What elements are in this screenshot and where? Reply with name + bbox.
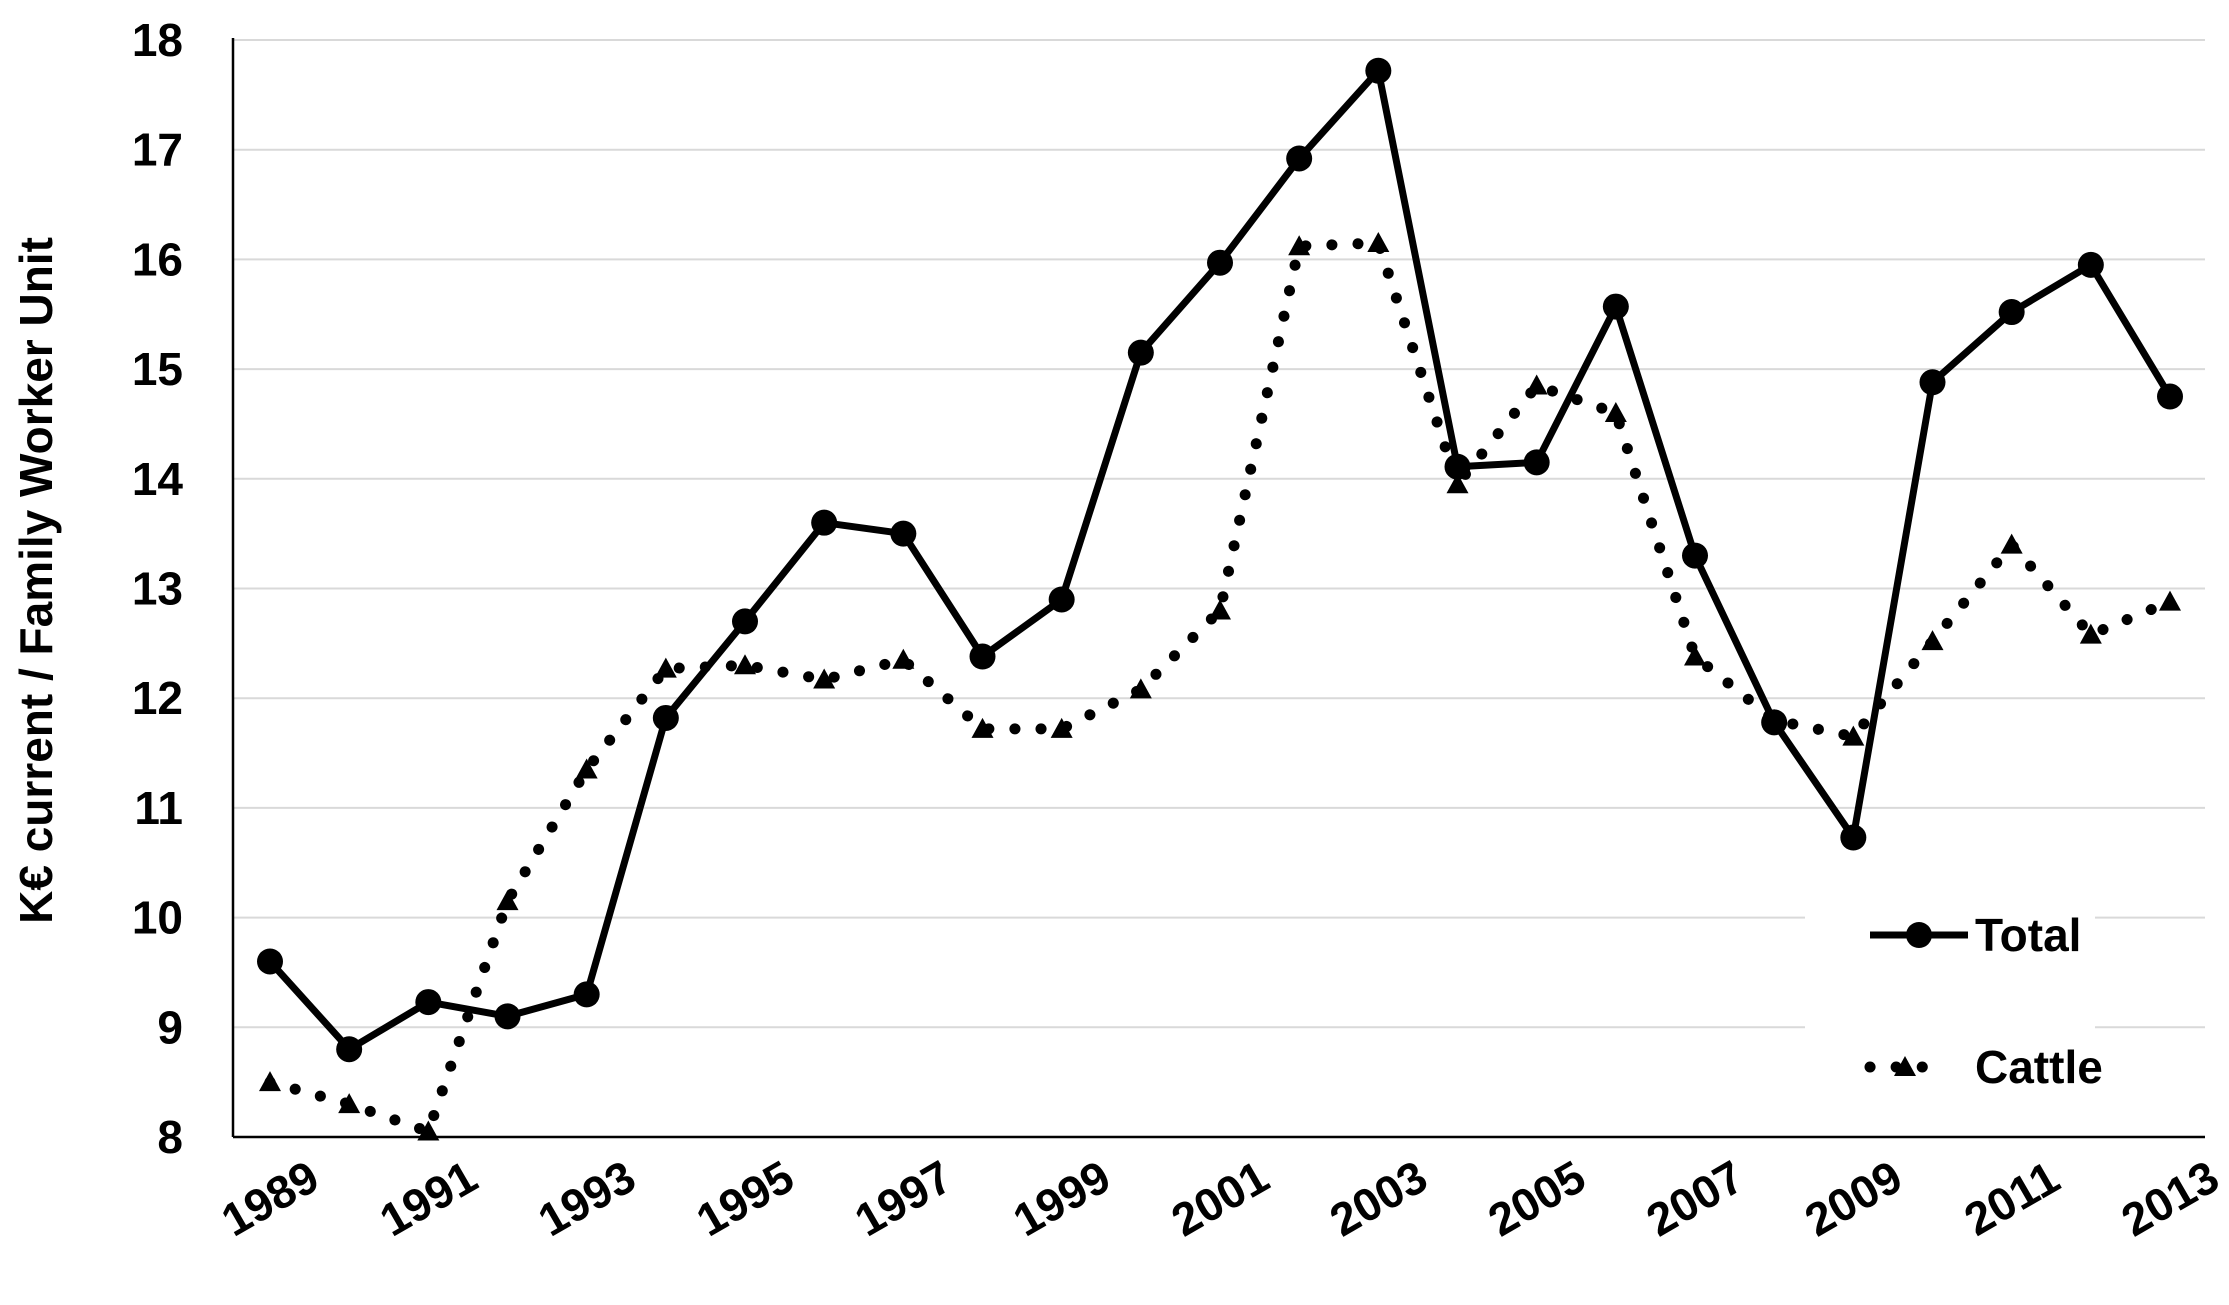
point-cattle-1992 [496, 890, 519, 911]
y-tick-label-8: 8 [157, 1111, 183, 1163]
point-cattle-2011 [2000, 533, 2023, 554]
y-tick-label-14: 14 [132, 453, 184, 505]
point-cattle-2000 [1129, 678, 1152, 699]
x-tick-label-1997: 1997 [846, 1150, 961, 1246]
x-tick-label-1993: 1993 [529, 1150, 644, 1246]
point-cattle-1989 [259, 1071, 281, 1092]
y-tick-label-15: 15 [132, 343, 183, 395]
point-total-2006 [1602, 293, 1629, 320]
point-total-1990 [336, 1036, 363, 1063]
legend-marker-cattle [1894, 1056, 1916, 1076]
point-cattle-2002 [1288, 235, 1311, 256]
legend: Total Cattle [1805, 885, 2103, 1100]
point-cattle-2009 [1842, 725, 1865, 746]
point-total-2013 [2157, 383, 2183, 410]
point-cattle-2003 [1367, 231, 1390, 252]
y-tick-label-11: 11 [134, 782, 183, 834]
point-total-1993 [573, 981, 600, 1008]
point-cattle-1996 [813, 668, 836, 689]
point-total-2001 [1207, 249, 1233, 276]
point-cattle-1993 [575, 758, 598, 779]
legend-marker-total [1906, 922, 1932, 948]
y-tick-label-16: 16 [132, 233, 183, 285]
point-cattle-2007 [1684, 645, 1706, 666]
point-total-2003 [1365, 57, 1392, 84]
point-cattle-2005 [1525, 374, 1548, 395]
legend-label-cattle: Cattle [1975, 1041, 2103, 1093]
point-cattle-1990 [338, 1093, 361, 1114]
point-total-2011 [1998, 299, 2025, 326]
point-cattle-1998 [971, 717, 994, 738]
point-cattle-1995 [734, 654, 756, 675]
x-tick-label-1995: 1995 [688, 1150, 803, 1246]
y-tick-label-13: 13 [132, 563, 183, 615]
y-tick-labels: 8 9 10 11 12 13 14 15 16 17 18 [132, 14, 184, 1163]
point-cattle-2008 [1763, 709, 1786, 730]
y-tick-label-17: 17 [132, 124, 183, 176]
x-tick-label-1999: 1999 [1004, 1150, 1119, 1246]
y-axis-title: K€ current / Family Worker Unit [10, 237, 62, 924]
point-total-2010 [1919, 369, 1946, 396]
point-total-1991 [415, 989, 442, 1016]
point-total-1998 [969, 643, 996, 670]
x-tick-label-2013: 2013 [2113, 1150, 2228, 1246]
point-cattle-2010 [1921, 630, 1944, 651]
x-tick-label-1991: 1991 [371, 1150, 486, 1246]
point-total-2012 [2077, 251, 2104, 278]
point-cattle-1994 [654, 657, 677, 678]
point-total-2000 [1127, 339, 1154, 366]
y-tick-label-12: 12 [132, 672, 183, 724]
legend-label-total: Total [1975, 909, 2081, 961]
point-cattle-2001 [1209, 599, 1231, 620]
point-cattle-1997 [892, 648, 915, 669]
point-total-1999 [1048, 586, 1075, 613]
axes [231, 38, 2205, 1139]
x-tick-label-2001: 2001 [1163, 1150, 1278, 1246]
x-tick-label-2009: 2009 [1796, 1150, 1911, 1246]
point-total-1997 [890, 520, 917, 547]
point-total-2007 [1682, 542, 1708, 569]
point-total-1989 [257, 948, 283, 975]
point-cattle-2006 [1604, 401, 1627, 422]
x-tick-label-2005: 2005 [1479, 1150, 1594, 1246]
point-total-1994 [652, 704, 679, 731]
point-total-2002 [1286, 145, 1313, 172]
series-layer [257, 57, 2183, 1141]
y-tick-label-9: 9 [157, 1001, 183, 1053]
point-cattle-2012 [2079, 623, 2102, 644]
legend-background [1805, 885, 2095, 1100]
point-total-1996 [811, 509, 838, 536]
y-tick-label-18: 18 [132, 14, 183, 66]
x-tick-label-2011: 2011 [1955, 1151, 2067, 1246]
x-tick-label-2007: 2007 [1638, 1150, 1753, 1246]
point-total-2009 [1840, 824, 1867, 851]
x-tick-labels: 1989 1991 1993 1995 1997 1999 2001 2003 2005 2007… [213, 1150, 2228, 1246]
x-tick-label-2003: 2003 [1321, 1150, 1436, 1246]
point-total-1995 [732, 608, 758, 635]
point-cattle-2013 [2159, 590, 2181, 611]
point-cattle-1999 [1050, 717, 1073, 738]
point-cattle-2004 [1446, 473, 1469, 494]
point-cattle-1991 [417, 1120, 440, 1141]
x-tick-label-1989: 1989 [213, 1150, 328, 1246]
point-total-2005 [1523, 449, 1550, 476]
point-total-1992 [494, 1003, 521, 1030]
y-tick-label-10: 10 [132, 892, 183, 944]
